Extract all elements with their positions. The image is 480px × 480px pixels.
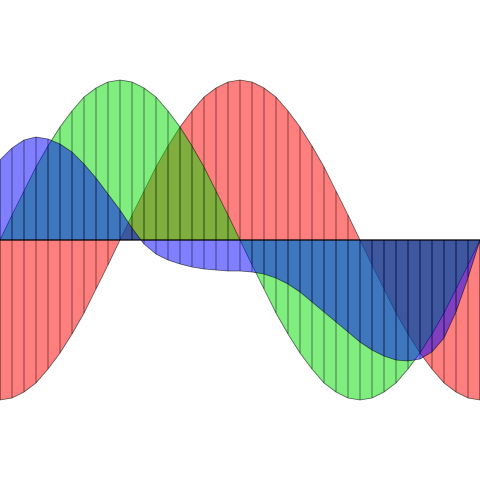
chart — [0, 79, 480, 401]
